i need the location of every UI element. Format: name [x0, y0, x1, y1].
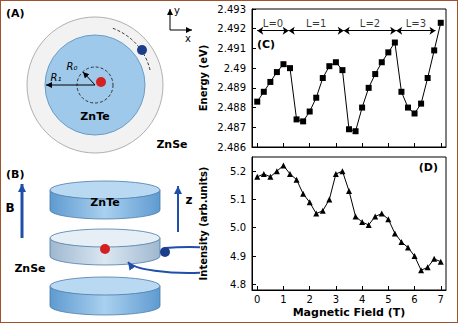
svg-text:x: x: [185, 33, 191, 44]
svg-text:Magnetic Field (T): Magnetic Field (T): [293, 306, 406, 319]
svg-text:1: 1: [280, 294, 286, 305]
svg-text:2.486: 2.486: [217, 142, 246, 153]
svg-text:(D): (D): [419, 161, 438, 174]
svg-text:R₁: R₁: [51, 72, 62, 83]
svg-text:(C): (C): [257, 38, 275, 51]
svg-text:L=1: L=1: [306, 18, 326, 29]
svg-text:5: 5: [385, 294, 391, 305]
svg-text:6: 6: [411, 294, 417, 305]
svg-text:R₀: R₀: [67, 61, 78, 72]
svg-text:(A): (A): [6, 7, 25, 20]
svg-text:4.8: 4.8: [230, 279, 246, 290]
svg-text:5.2: 5.2: [230, 166, 246, 177]
svg-text:4.9: 4.9: [230, 251, 246, 262]
svg-text:y: y: [174, 5, 180, 16]
svg-text:B: B: [5, 201, 14, 215]
svg-text:Energy (eV): Energy (eV): [198, 45, 209, 111]
svg-text:5.0: 5.0: [230, 222, 246, 233]
svg-text:2.493: 2.493: [217, 4, 246, 15]
svg-text:2: 2: [306, 294, 312, 305]
svg-text:ZnSe: ZnSe: [14, 262, 45, 275]
svg-text:5.1: 5.1: [230, 194, 246, 205]
svg-text:ZnTe: ZnTe: [90, 196, 119, 209]
svg-text:2.491: 2.491: [217, 43, 246, 54]
svg-text:2.489: 2.489: [217, 82, 246, 93]
svg-text:ZnSe: ZnSe: [156, 138, 187, 151]
svg-text:7: 7: [438, 294, 444, 305]
svg-text:z: z: [186, 193, 193, 207]
svg-text:(B): (B): [6, 168, 24, 181]
svg-text:L=0: L=0: [263, 18, 283, 29]
svg-text:2.488: 2.488: [217, 102, 246, 113]
svg-text:0: 0: [254, 294, 260, 305]
svg-text:ZnTe: ZnTe: [80, 110, 109, 123]
svg-text:2.487: 2.487: [217, 122, 246, 133]
svg-text:4: 4: [359, 294, 365, 305]
svg-text:L=2: L=2: [360, 18, 380, 29]
svg-text:Intensity (arb.units): Intensity (arb.units): [198, 167, 209, 281]
svg-text:2.492: 2.492: [217, 23, 246, 34]
svg-text:3: 3: [333, 294, 339, 305]
svg-text:L=3: L=3: [406, 18, 426, 29]
svg-text:2.49: 2.49: [224, 63, 246, 74]
